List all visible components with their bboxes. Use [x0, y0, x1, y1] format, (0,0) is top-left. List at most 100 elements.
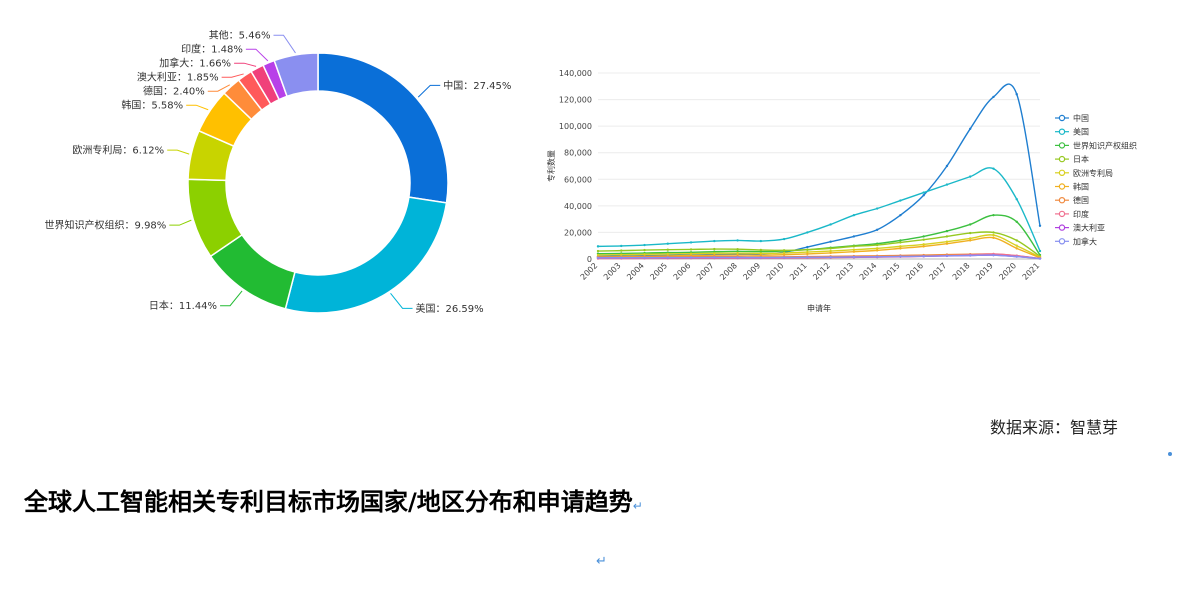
donut-label-0: 中国：27.45% [443, 79, 511, 92]
series-point-3-7 [759, 248, 763, 252]
series-point-2-16 [969, 223, 972, 226]
series-point-3-17 [992, 231, 995, 234]
series-point-4-16 [969, 237, 972, 240]
series-point-5-15 [945, 242, 949, 245]
donut-leader-line-7 [221, 73, 244, 78]
series-point-4-9 [806, 250, 809, 254]
series-point-4-4 [689, 252, 693, 255]
legend-label: 德国 [1073, 195, 1089, 205]
series-point-1-1 [620, 244, 623, 248]
series-line-4 [597, 234, 1041, 258]
paragraph-mark-icon: ↵ [632, 499, 643, 513]
series-point-9-8 [782, 256, 786, 259]
series-point-1-8 [782, 237, 786, 241]
series-point-0-12 [875, 228, 879, 231]
series-point-4-0 [596, 253, 600, 257]
series-point-4-18 [1015, 244, 1018, 247]
series-point-9-18 [1015, 255, 1018, 258]
y-axis-label: 专利数量 [546, 150, 556, 182]
series-point-5-14 [922, 245, 925, 248]
x-tick-label: 2020 [997, 261, 1018, 282]
donut-leader-line-8 [234, 62, 257, 67]
series-point-1-16 [969, 175, 972, 178]
legend-marker-icon [1058, 196, 1066, 204]
donut-label-7: 澳大利亚：1.85% [137, 71, 219, 84]
series-point-2-18 [1015, 220, 1018, 223]
y-tick-label: 140,000 [559, 69, 592, 78]
legend-marker-icon [1058, 210, 1066, 218]
series-point-4-6 [736, 251, 739, 255]
legend-item-3[interactable]: 日本 [1055, 154, 1089, 164]
legend-label: 加拿大 [1073, 236, 1097, 246]
series-point-3-2 [643, 248, 646, 252]
donut-slice-0 [317, 52, 449, 204]
series-point-9-10 [829, 255, 832, 259]
donut-label-2: 日本：11.44% [149, 299, 217, 312]
series-point-4-1 [620, 253, 623, 256]
legend-label: 欧洲专利局 [1073, 168, 1113, 178]
donut-slice-1 [284, 196, 448, 314]
y-tick-label: 40,000 [564, 202, 592, 211]
donut-leader-line-6 [207, 84, 231, 92]
series-point-9-16 [969, 254, 972, 257]
series-point-4-17 [992, 233, 995, 237]
donut-label-5: 韩国：5.58% [121, 99, 183, 112]
x-tick-label: 2004 [625, 261, 646, 282]
legend-label: 韩国 [1073, 182, 1089, 192]
x-tick-label: 2016 [904, 261, 925, 282]
series-point-0-14 [922, 194, 925, 197]
series-point-3-18 [1015, 239, 1018, 242]
donut-leader-line-2 [220, 290, 243, 307]
series-point-3-3 [666, 248, 669, 251]
series-point-0-11 [852, 235, 856, 238]
series-point-3-11 [852, 245, 856, 248]
data-source-note: 数据来源：智慧芽 [989, 418, 1118, 437]
legend-item-1[interactable]: 美国 [1055, 127, 1089, 137]
series-point-3-4 [689, 248, 693, 251]
series-point-0-17 [992, 95, 995, 99]
series-point-3-6 [736, 247, 739, 251]
series-point-4-14 [922, 243, 925, 246]
legend-item-5[interactable]: 韩国 [1055, 182, 1089, 192]
series-point-9-6 [736, 256, 739, 259]
legend-item-7[interactable]: 印度 [1055, 209, 1089, 219]
series-point-5-12 [875, 249, 879, 252]
legend-item-6[interactable]: 德国 [1055, 195, 1089, 205]
series-point-1-9 [806, 231, 809, 234]
legend-item-0[interactable]: 中国 [1055, 113, 1089, 123]
series-point-9-11 [852, 255, 856, 259]
line-chart: 0 20,000 40,000 60,000 80,000 100,000 120,000 1… [540, 55, 1150, 315]
legend-label: 中国 [1073, 113, 1089, 123]
series-point-1-2 [643, 243, 646, 247]
x-tick-label: 2014 [858, 261, 879, 282]
series-point-9-2 [643, 256, 646, 259]
legend-label: 美国 [1073, 127, 1089, 137]
donut-leader-line-9 [245, 48, 269, 62]
series-point-5-17 [992, 236, 995, 239]
x-tick-label: 2011 [788, 261, 809, 282]
legend-item-8[interactable]: 澳大利亚 [1055, 223, 1105, 233]
series-point-9-4 [689, 256, 693, 259]
legend-item-4[interactable]: 欧洲专利局 [1055, 168, 1113, 178]
series-point-1-19 [1038, 249, 1042, 253]
series-point-3-16 [969, 231, 972, 235]
series-point-9-17 [992, 253, 995, 257]
x-tick-label: 2017 [928, 261, 949, 282]
series-point-3-9 [806, 248, 809, 251]
series-point-1-3 [666, 242, 669, 245]
x-tick-label: 2005 [648, 261, 669, 282]
series-point-3-10 [829, 247, 832, 250]
series-point-5-13 [899, 247, 902, 250]
legend-item-2[interactable]: 世界知识产权组织 [1055, 140, 1137, 150]
series-point-5-11 [852, 250, 856, 253]
series-point-1-6 [736, 239, 739, 242]
series-point-1-5 [713, 239, 716, 243]
series-point-9-19 [1038, 257, 1042, 260]
y-tick-label: 60,000 [564, 175, 592, 184]
series-line-6 [597, 253, 1041, 260]
series-point-9-9 [806, 256, 809, 259]
series-point-4-3 [666, 252, 669, 256]
series-point-2-6 [736, 250, 739, 253]
legend-item-9[interactable]: 加拿大 [1055, 236, 1097, 246]
series-point-1-13 [899, 199, 902, 202]
